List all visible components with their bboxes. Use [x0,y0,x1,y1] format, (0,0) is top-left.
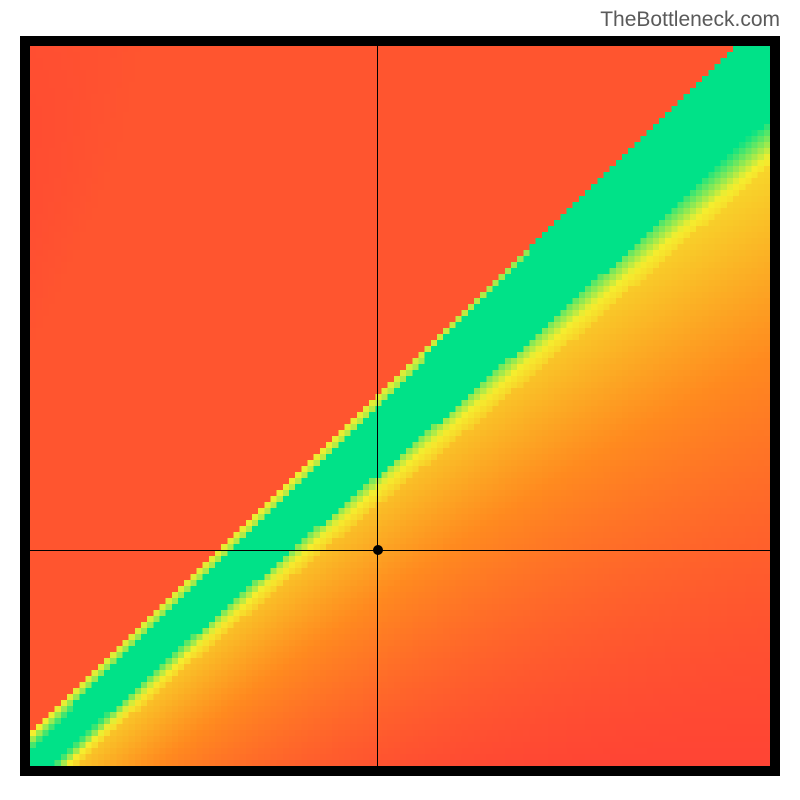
watermark-text: TheBottleneck.com [600,8,780,32]
crosshair-vertical [377,36,378,776]
plot-area [20,36,780,776]
crosshair-dot [373,545,383,555]
heatmap-canvas [30,46,770,766]
crosshair-horizontal [20,550,780,551]
